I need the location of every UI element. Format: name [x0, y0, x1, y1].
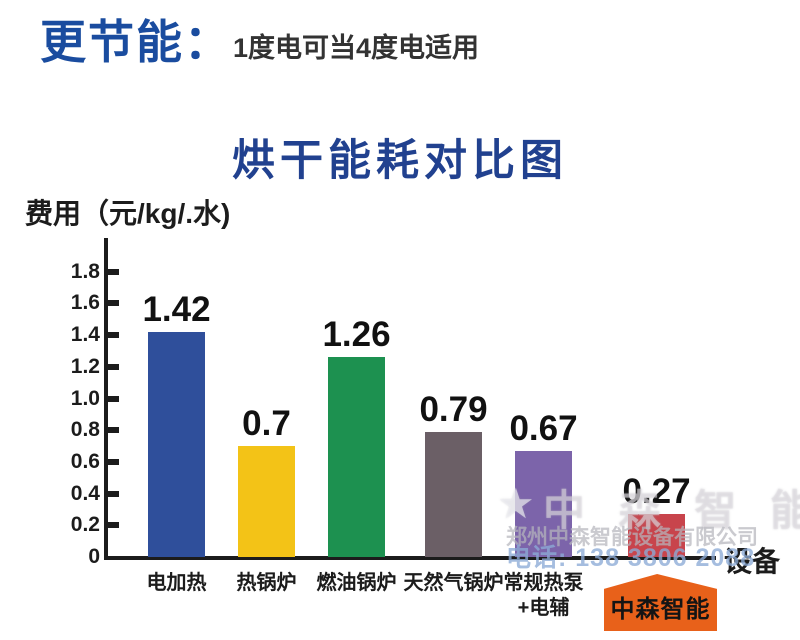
y-axis-tick-mark	[108, 458, 119, 465]
x-axis-title: 设备	[724, 546, 781, 577]
chart-bar-4	[515, 451, 572, 557]
x-axis-line	[104, 556, 716, 560]
bar-category-label-2: 燃油锅炉	[316, 572, 397, 594]
y-axis-tick-mark	[108, 268, 119, 275]
chart-bar-2	[328, 357, 385, 557]
bar-value-label-4: 0.67	[509, 409, 578, 448]
bar-category-label-0: 电加热	[146, 572, 207, 594]
bar-category-label-3: 天然气锅炉	[403, 572, 504, 594]
header-subtitle-text: 1度电可当4度电适用	[233, 33, 480, 63]
y-axis-tick-mark	[108, 363, 119, 370]
y-axis-line	[104, 238, 108, 560]
y-axis-tick-label: 1.2	[70, 354, 100, 378]
chart-bar-0	[148, 332, 205, 557]
y-axis-tick-mark	[108, 427, 119, 434]
y-axis-tick-label: 0.2	[70, 513, 100, 537]
y-axis-tick-label: 0	[88, 545, 100, 568]
chart-bar-5	[628, 514, 685, 557]
bar-value-label-1: 0.7	[242, 404, 291, 443]
y-axis-tick-mark	[108, 332, 119, 339]
y-axis-tick-label: 1.8	[70, 259, 100, 283]
bar-value-label-0: 1.42	[142, 290, 211, 329]
y-axis-tick-label: 1.0	[70, 386, 100, 410]
bar-category-label-1: 热锅炉	[236, 572, 297, 594]
y-axis-tick-label: 0.4	[70, 481, 100, 505]
y-axis-tick-mark	[108, 395, 119, 402]
highlight-callout: 中森智能	[604, 574, 717, 631]
bar-value-label-2: 1.26	[322, 315, 391, 354]
bar-value-label-5: 0.27	[622, 472, 691, 511]
y-axis-tick-mark	[108, 522, 119, 529]
y-axis-title: 费用（元/kg/.水)	[25, 198, 231, 229]
chart-bar-1	[238, 446, 295, 557]
y-axis-tick-label: 1.4	[70, 323, 100, 347]
y-axis-tick-label: 1.6	[70, 291, 100, 315]
bar-category-label-4: 常规热泵 +电辅	[503, 572, 584, 619]
y-axis-tick-label: 0.6	[70, 449, 100, 473]
header-highlight-text: 更节能：	[40, 16, 232, 68]
y-axis-tick-mark	[108, 300, 119, 307]
chart-bar-3	[425, 432, 482, 557]
y-axis-tick-label: 0.8	[70, 418, 100, 442]
bar-value-label-3: 0.79	[419, 390, 488, 429]
chart-title: 烘干能耗对比图	[232, 137, 568, 185]
y-axis-tick-mark	[108, 490, 119, 497]
